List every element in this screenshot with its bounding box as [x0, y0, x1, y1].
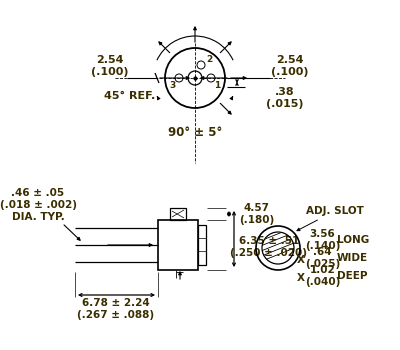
Bar [198, 225, 206, 265]
Text: X: X [297, 273, 305, 283]
Text: 2.54
(.100): 2.54 (.100) [91, 55, 129, 77]
Text: 6.78 ± 2.24
(.267 ± .088): 6.78 ± 2.24 (.267 ± .088) [78, 298, 154, 320]
Text: ADJ. SLOT: ADJ. SLOT [297, 206, 364, 231]
Text: DEEP: DEEP [337, 271, 368, 281]
Text: LONG: LONG [337, 235, 369, 245]
Text: 2: 2 [206, 56, 212, 64]
Text: 90° ± 5°: 90° ± 5° [168, 126, 222, 139]
Text: .38
(.015): .38 (.015) [266, 87, 304, 109]
Text: 45° REF.: 45° REF. [104, 91, 156, 101]
Text: X: X [297, 255, 305, 265]
Text: 3: 3 [169, 82, 175, 91]
Text: 4.57
(.180): 4.57 (.180) [239, 203, 275, 225]
Bar [158, 220, 198, 270]
Text: 1.02
(.040): 1.02 (.040) [305, 265, 340, 287]
Text: .46 ± .05
(.018 ± .002)
DIA. TYP.: .46 ± .05 (.018 ± .002) DIA. TYP. [0, 188, 76, 222]
Text: 6.35 ± .51
(.250 ± .020): 6.35 ± .51 (.250 ± .020) [230, 236, 308, 258]
Text: WIDE: WIDE [337, 253, 368, 263]
Bar [170, 208, 186, 220]
Text: 3.56
(.140): 3.56 (.140) [305, 229, 340, 251]
Text: 2.54
(.100): 2.54 (.100) [271, 55, 309, 77]
Text: .64
(.025): .64 (.025) [305, 247, 340, 269]
Text: 1: 1 [214, 82, 220, 91]
